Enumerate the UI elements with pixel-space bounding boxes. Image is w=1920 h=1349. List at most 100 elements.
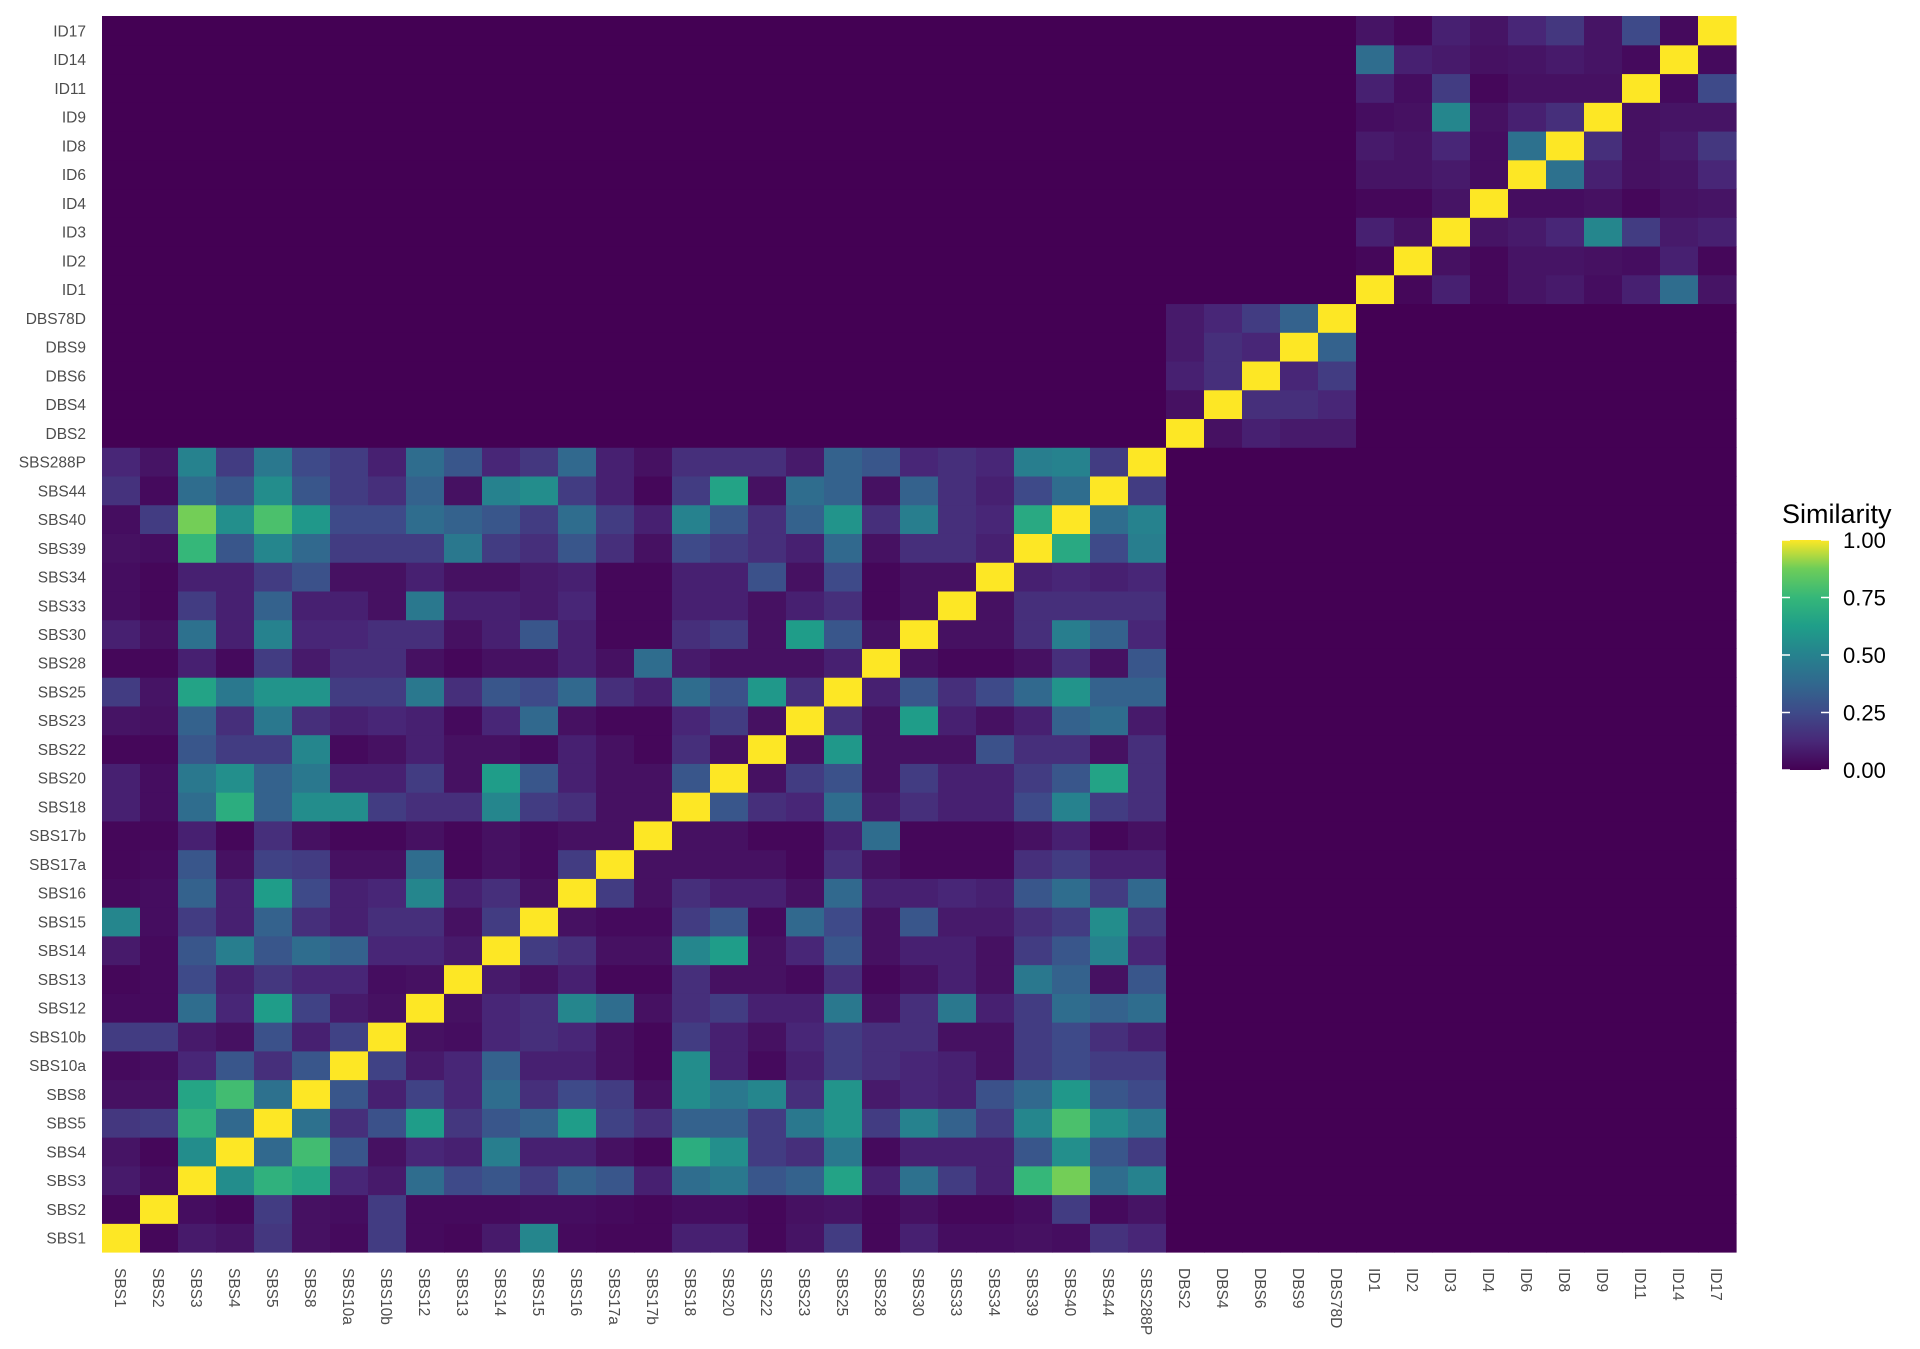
heatmap-cell-SBS288P-SBS3 [1128, 1165, 1167, 1196]
heatmap-cell-SBS22-DBS4 [748, 389, 787, 420]
heatmap-cell-SBS28-SBS18 [862, 792, 901, 822]
heatmap-cell-DBS78D-DBS6 [1318, 360, 1357, 391]
heatmap-cell-SBS28-DBS2 [862, 418, 901, 448]
heatmap-cell-SBS288P-DBS2 [1128, 418, 1167, 448]
heatmap-cell-SBS13-SBS16 [444, 878, 483, 908]
heatmap-cell-SBS28-ID4 [862, 188, 901, 218]
heatmap-cell-SBS17b-SBS25 [634, 677, 673, 707]
heatmap-cell-ID6-SBS17b [1508, 820, 1547, 851]
y-tick-label-SBS288P: SBS288P [19, 455, 86, 472]
x-tick-label-SBS23: SBS23 [795, 1268, 812, 1316]
heatmap-cell-DBS9-ID8 [1280, 130, 1319, 161]
x-tick-label-SBS34: SBS34 [985, 1268, 1002, 1317]
heatmap-cell-ID9-SBS39 [1584, 533, 1623, 563]
heatmap-cell-SBS16-SBS23 [558, 705, 597, 736]
heatmap-cell-SBS12-SBS33 [406, 590, 445, 621]
heatmap-cell-SBS12-ID3 [406, 217, 445, 247]
heatmap-cell-DBS4-SBS5 [1204, 1108, 1243, 1138]
heatmap-cell-SBS5-SBS8 [254, 1079, 293, 1109]
heatmap-cell-SBS20-SBS14 [710, 935, 749, 966]
heatmap-cell-SBS288P-ID6 [1128, 159, 1167, 190]
heatmap-cell-SBS40-ID8 [1052, 130, 1091, 161]
y-tick-label-SBS25: SBS25 [38, 684, 86, 701]
heatmap-cell-SBS34-SBS17a [976, 849, 1015, 879]
heatmap-cell-ID4-SBS17a [1470, 849, 1509, 879]
heatmap-cell-SBS23-SBS2 [786, 1194, 825, 1224]
heatmap-cell-SBS23-SBS16 [786, 878, 825, 908]
heatmap-cell-SBS16-SBS44 [558, 475, 597, 506]
heatmap-cell-DBS4-SBS18 [1204, 792, 1243, 822]
heatmap-cell-SBS13-DBS6 [444, 360, 483, 391]
heatmap-cell-SBS39-SBS39 [1014, 533, 1053, 563]
heatmap-cell-SBS39-ID11 [1014, 73, 1053, 103]
heatmap-cell-DBS2-DBS6 [1166, 360, 1205, 391]
heatmap-cell-SBS18-SBS28 [672, 648, 711, 678]
heatmap-cell-SBS4-SBS34 [216, 562, 255, 592]
heatmap-cell-DBS78D-ID17 [1318, 16, 1357, 46]
heatmap-cell-SBS3-SBS28 [178, 648, 217, 678]
heatmap-cell-SBS30-SBS23 [900, 705, 939, 736]
heatmap-cell-SBS16-SBS17b [558, 820, 597, 851]
heatmap-cell-ID3-ID4 [1432, 188, 1471, 218]
heatmap-cell-ID11-DBS2 [1622, 418, 1661, 448]
heatmap-cell-SBS30-ID2 [900, 245, 939, 276]
heatmap-cell-DBS6-SBS10b [1242, 1022, 1281, 1052]
x-tick-label-SBS288P: SBS288P [1137, 1268, 1154, 1335]
heatmap-cell-DBS6-SBS8 [1242, 1079, 1281, 1109]
heatmap-cell-SBS15-SBS10a [520, 1050, 559, 1081]
heatmap-cell-ID3-SBS288P [1432, 447, 1471, 477]
heatmap-cell-DBS78D-DBS78D [1318, 303, 1357, 333]
heatmap-cell-DBS4-SBS15 [1204, 907, 1243, 937]
heatmap-cell-ID3-DBS2 [1432, 418, 1471, 448]
heatmap-cell-SBS16-DBS6 [558, 360, 597, 391]
heatmap-cell-ID3-SBS30 [1432, 619, 1471, 649]
heatmap-cell-SBS23-DBS4 [786, 389, 825, 420]
heatmap-cell-SBS8-SBS40 [292, 504, 331, 534]
heatmap-cell-SBS18-SBS3 [672, 1165, 711, 1196]
heatmap-cell-SBS2-ID6 [140, 159, 179, 190]
heatmap-cell-SBS39-SBS288P [1014, 447, 1053, 477]
heatmap-cell-DBS78D-SBS16 [1318, 878, 1357, 908]
heatmap-cell-SBS30-DBS6 [900, 360, 939, 391]
heatmap-cell-SBS22-SBS10b [748, 1022, 787, 1052]
heatmap-cell-SBS15-SBS23 [520, 705, 559, 736]
heatmap-cell-DBS4-SBS10b [1204, 1022, 1243, 1052]
y-tick-label-SBS16: SBS16 [38, 886, 86, 903]
heatmap-cell-SBS2-DBS4 [140, 389, 179, 420]
heatmap-cell-SBS17b-ID3 [634, 217, 673, 247]
heatmap-cell-ID3-ID1 [1432, 274, 1471, 305]
heatmap-cell-DBS9-SBS39 [1280, 533, 1319, 563]
heatmap-cell-ID14-ID14 [1660, 44, 1699, 75]
heatmap-cell-SBS34-ID4 [976, 188, 1015, 218]
heatmap-cell-SBS23-SBS15 [786, 907, 825, 937]
heatmap-cell-ID8-SBS30 [1546, 619, 1585, 649]
heatmap-cell-SBS3-ID11 [178, 73, 217, 103]
heatmap-cell-ID2-SBS25 [1394, 677, 1433, 707]
heatmap-cell-DBS9-SBS15 [1280, 907, 1319, 937]
heatmap-cell-ID11-ID8 [1622, 130, 1661, 161]
heatmap-cell-ID9-SBS5 [1584, 1108, 1623, 1138]
heatmap-cell-SBS44-SBS10b [1090, 1022, 1129, 1052]
heatmap-cell-SBS10b-DBS78D [368, 303, 407, 333]
heatmap-cell-SBS14-SBS39 [482, 533, 521, 563]
heatmap-cell-SBS10a-SBS39 [330, 533, 369, 563]
heatmap-cell-SBS44-SBS16 [1090, 878, 1129, 908]
heatmap-cell-ID1-ID17 [1356, 16, 1395, 46]
heatmap-cell-ID3-ID3 [1432, 217, 1471, 247]
heatmap-cell-ID6-SBS1 [1508, 1223, 1547, 1253]
heatmap-cell-SBS33-SBS39 [938, 533, 977, 563]
heatmap-cell-ID6-SBS30 [1508, 619, 1547, 649]
y-tick-label-SBS17b: SBS17b [29, 828, 86, 845]
heatmap-cell-SBS13-SBS20 [444, 763, 483, 793]
heatmap-cell-SBS44-SBS33 [1090, 590, 1129, 621]
heatmap-cell-ID3-SBS28 [1432, 648, 1471, 678]
heatmap-cell-SBS22-SBS25 [748, 677, 787, 707]
heatmap-cell-SBS30-SBS2 [900, 1194, 939, 1224]
heatmap-cell-DBS2-SBS16 [1166, 878, 1205, 908]
heatmap-cell-SBS10a-SBS23 [330, 705, 369, 736]
heatmap-cell-ID14-SBS4 [1660, 1137, 1699, 1167]
heatmap-cell-SBS3-SBS3 [178, 1165, 217, 1196]
heatmap-cell-SBS33-ID6 [938, 159, 977, 190]
heatmap-cell-SBS2-ID8 [140, 130, 179, 161]
heatmap-cell-ID2-SBS12 [1394, 993, 1433, 1023]
